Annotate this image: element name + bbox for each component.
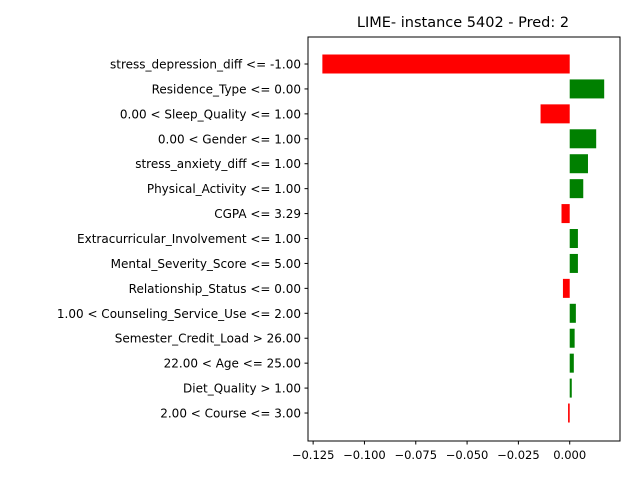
chart-title: LIME- instance 5402 - Pred: 2 [357,15,569,31]
y-tick-label: Mental_Severity_Score <= 5.00 [111,257,301,271]
bar [562,278,570,298]
bar [569,328,575,348]
bar [569,353,574,373]
y-tick-label: Extracurricular_Involvement <= 1.00 [77,232,301,246]
bar [561,204,570,224]
bar [540,104,570,124]
y-tick-labels: stress_depression_diff <= -1.00 Residence… [57,58,308,421]
axes-frame [307,36,621,442]
bar [569,253,578,273]
x-tick-label: −0.050 [446,448,489,462]
bar [569,179,584,199]
x-tick-label: 0.000 [553,448,586,462]
y-tick-label: Relationship_Status <= 0.00 [129,282,301,296]
y-tick-label: 1.00 < Counseling_Service_Use <= 2.00 [57,307,301,321]
y-tick-label: stress_anxiety_diff <= 1.00 [135,157,301,171]
y-tick-label: Residence_Type <= 0.00 [152,82,301,96]
y-tick-label: CGPA <= 3.29 [214,207,301,221]
bar [569,378,572,398]
x-ticks: −0.125 −0.100 −0.075 −0.050 −0.025 0.000 [292,441,586,462]
bar [569,129,597,149]
x-tick-label: −0.075 [394,448,437,462]
bar [568,403,570,423]
x-tick-label: −0.100 [343,448,386,462]
y-tick-label: Physical_Activity <= 1.00 [147,182,301,196]
bar [569,229,578,249]
y-tick-label: 0.00 < Sleep_Quality <= 1.00 [120,107,301,121]
y-tick-label: 0.00 < Gender <= 1.00 [158,132,301,146]
y-tick-label: Semester_Credit_Load > 26.00 [115,332,301,346]
y-tick-label: Diet_Quality > 1.00 [183,382,301,396]
y-tick-label: 2.00 < Course <= 3.00 [160,407,301,421]
bar [569,303,576,323]
y-tick-label: stress_depression_diff <= -1.00 [110,58,301,72]
x-tick-label: −0.025 [497,448,540,462]
bar [569,79,605,99]
bar [322,54,570,74]
y-tick-label: 22.00 < Age <= 25.00 [164,357,301,371]
bar [569,154,588,174]
x-tick-label: −0.125 [292,448,335,462]
bars-group [322,54,605,423]
